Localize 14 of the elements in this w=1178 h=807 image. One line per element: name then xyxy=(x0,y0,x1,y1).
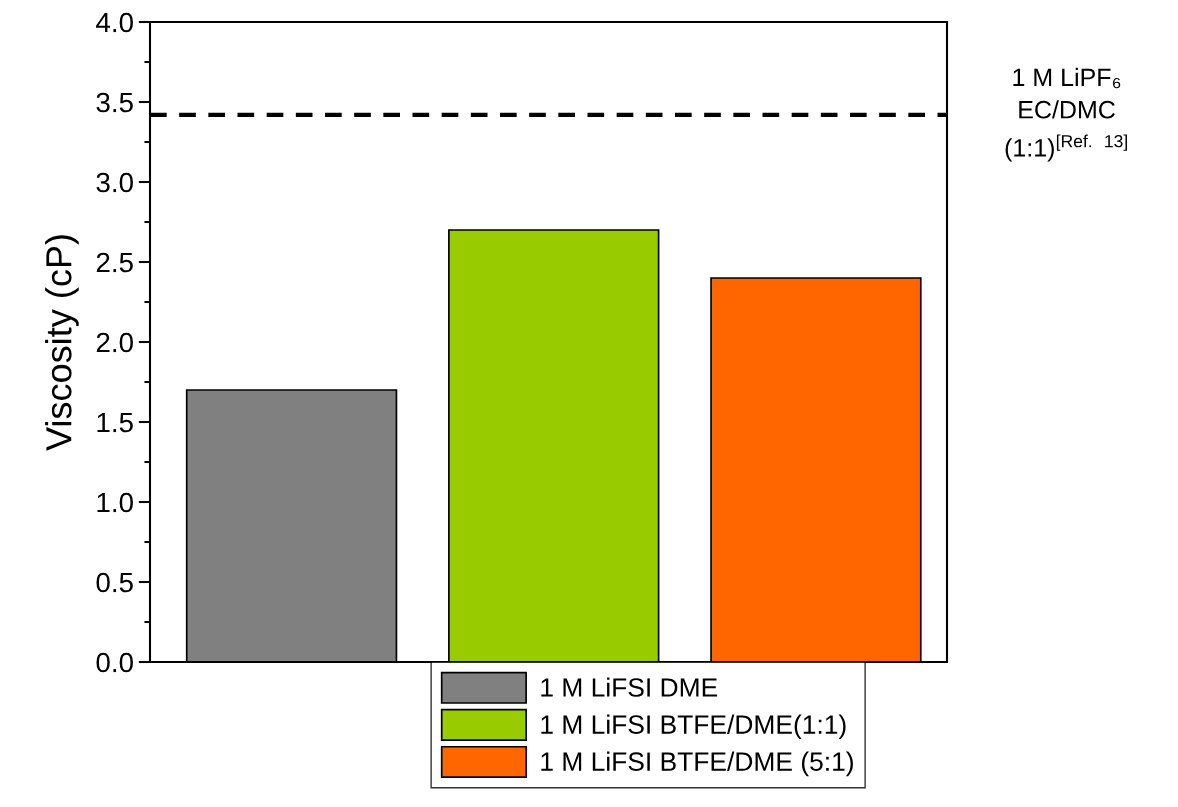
y-tick-label: 2.0 xyxy=(96,332,133,353)
y-tick-label: 0.0 xyxy=(96,652,133,673)
y-axis-title: Viscosity (cP) xyxy=(45,235,79,451)
y-tick-label: 1.0 xyxy=(97,492,133,513)
text: 1 M LiPF₆ EC/DMC (1:1)$^{[Ref. 13]}$ xyxy=(1005,67,1127,162)
y-tick-label: 0.5 xyxy=(96,572,133,593)
y-tick-label: 3.5 xyxy=(96,92,133,113)
legend-label: 1 M LiFSI DME xyxy=(541,677,718,697)
y-tick-label: 1.5 xyxy=(97,412,133,433)
legend-label: 1 M LiFSI BTFE/DME(1:1) xyxy=(541,714,846,740)
y-tick-label: 3.0 xyxy=(96,172,133,193)
legend-label: 1 M LiFSI BTFE/DME (5:1) xyxy=(541,751,853,777)
y-tick-label: 2.5 xyxy=(96,252,133,273)
y-tick-label: 4.0 xyxy=(96,12,133,33)
